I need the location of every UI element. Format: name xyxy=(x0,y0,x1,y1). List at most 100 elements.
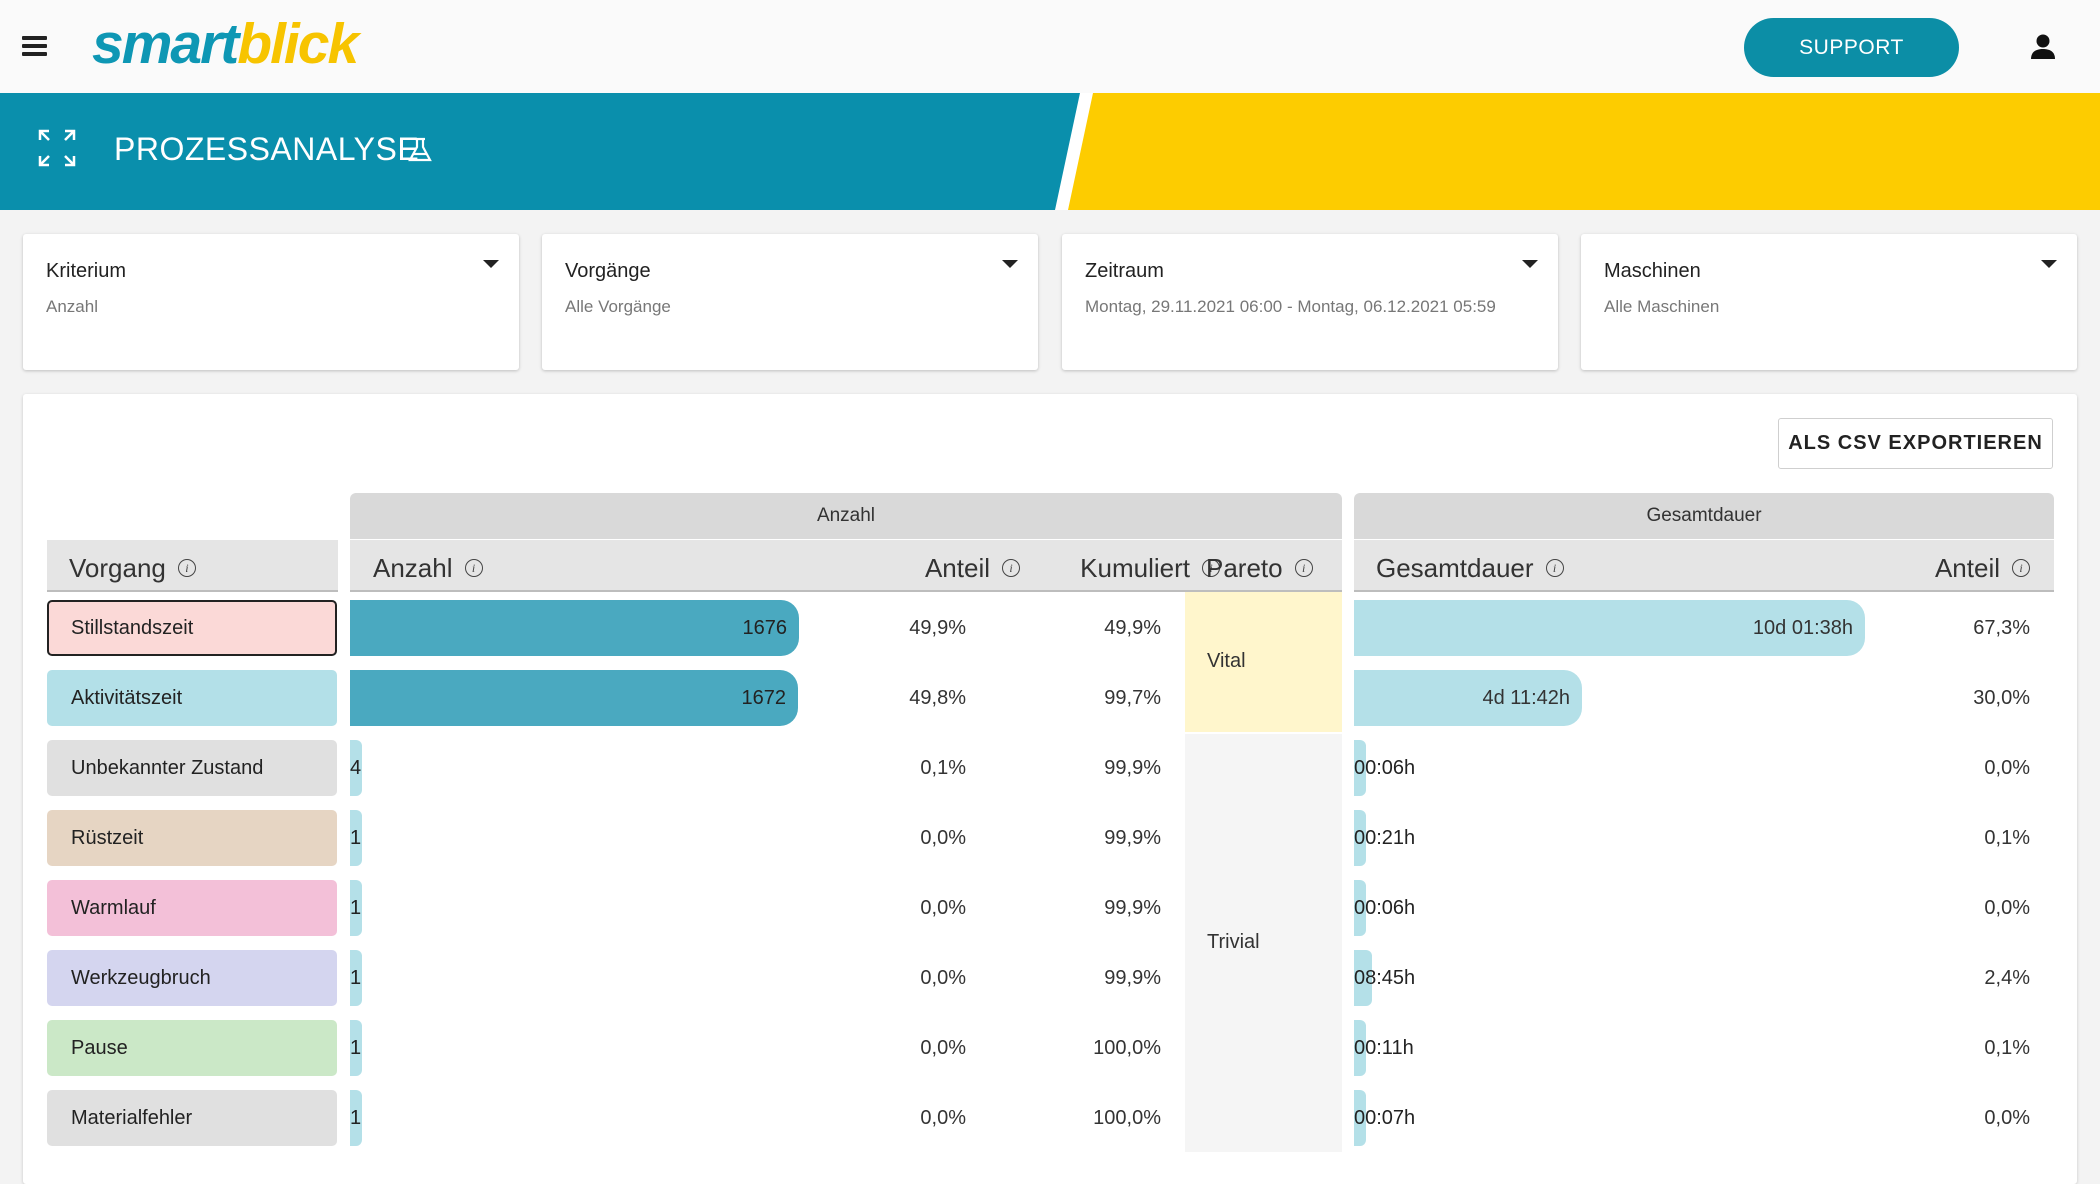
filter-label: Maschinen xyxy=(1604,260,1701,282)
cumulative-value: 99,9% xyxy=(1104,897,1161,919)
filter-vorgaenge[interactable]: Vorgänge Alle Vorgänge xyxy=(542,234,1038,370)
column-header-kumuliert[interactable]: Kumuliert i xyxy=(1000,540,1220,592)
share-value: 49,9% xyxy=(909,617,966,639)
table-row-vorgang[interactable]: Pause xyxy=(47,1020,337,1076)
column-header-label: Anteil xyxy=(924,553,990,584)
duration-share-value: 30,0% xyxy=(1973,687,2030,709)
export-csv-button[interactable]: ALS CSV EXPORTIEREN xyxy=(1778,418,2053,469)
info-icon[interactable]: i xyxy=(1002,559,1020,578)
duration-share-value: 0,0% xyxy=(1984,1107,2030,1129)
duration-value: 00:06h xyxy=(1354,897,1416,919)
flask-icon[interactable] xyxy=(408,137,432,163)
share-value: 0,0% xyxy=(920,1107,966,1129)
count-value: 1 xyxy=(350,1037,362,1059)
column-header-gesamtdauer[interactable]: Gesamtdauer i xyxy=(1376,540,1636,592)
column-header-label: Pareto xyxy=(1206,553,1283,584)
cumulative-value: 49,9% xyxy=(1104,617,1161,639)
top-bar: smartblick SUPPORT xyxy=(0,0,2100,93)
caret-down-icon xyxy=(1002,260,1018,268)
duration-share-value: 0,0% xyxy=(1984,757,2030,779)
logo[interactable]: smartblick xyxy=(92,12,359,76)
filter-kriterium[interactable]: Kriterium Anzahl xyxy=(23,234,519,370)
menu-icon[interactable] xyxy=(22,36,47,56)
share-value: 0,1% xyxy=(920,757,966,779)
support-button[interactable]: SUPPORT xyxy=(1744,18,1959,77)
user-icon[interactable] xyxy=(2028,32,2058,62)
count-value: 4 xyxy=(350,757,362,779)
column-header-pareto[interactable]: Pareto i xyxy=(1206,540,1346,592)
duration-bar xyxy=(1354,600,1865,656)
info-icon[interactable]: i xyxy=(1545,559,1564,578)
duration-bar xyxy=(1354,740,1366,796)
pareto-trivial-label: Trivial xyxy=(1207,931,1260,953)
info-icon[interactable]: i xyxy=(2012,559,2030,578)
filter-value: Alle Vorgänge xyxy=(565,297,671,316)
info-icon[interactable]: i xyxy=(1294,559,1313,578)
count-value: 1 xyxy=(350,897,362,919)
logo-part-smart: smart xyxy=(92,12,239,76)
duration-value: 4d 11:42h xyxy=(1482,687,1571,709)
count-bar xyxy=(350,950,362,1006)
column-header-anteil[interactable]: Anteil i xyxy=(840,540,1020,592)
column-header-label: Kumuliert xyxy=(1080,553,1190,584)
cumulative-value: 99,9% xyxy=(1104,827,1161,849)
count-value: 1 xyxy=(350,1107,362,1129)
cumulative-value: 100,0% xyxy=(1093,1107,1161,1129)
count-value: 1676 xyxy=(742,617,788,639)
duration-bar xyxy=(1354,810,1366,866)
count-value: 1 xyxy=(350,827,362,849)
duration-value: 00:11h xyxy=(1354,1037,1414,1059)
share-value: 0,0% xyxy=(920,967,966,989)
cumulative-value: 99,7% xyxy=(1104,687,1161,709)
filter-maschinen[interactable]: Maschinen Alle Maschinen xyxy=(1581,234,2077,370)
count-value: 1672 xyxy=(741,687,787,709)
count-bar xyxy=(350,1020,362,1076)
duration-share-value: 0,0% xyxy=(1984,897,2030,919)
info-icon[interactable]: i xyxy=(1202,559,1220,578)
count-bar xyxy=(350,740,362,796)
logo-part-blick: blick xyxy=(237,12,359,76)
share-value: 0,0% xyxy=(920,1037,966,1059)
count-bar xyxy=(350,810,362,866)
cumulative-value: 99,9% xyxy=(1104,757,1161,779)
duration-share-value: 0,1% xyxy=(1984,1037,2030,1059)
group-header-anzahl: Anzahl xyxy=(350,493,1342,539)
table-row-vorgang[interactable]: Unbekannter Zustand xyxy=(47,740,337,796)
filter-label: Zeitraum xyxy=(1085,260,1164,282)
page-title: PROZESSANALYSE xyxy=(114,131,420,167)
table-row-vorgang[interactable]: Rüstzeit xyxy=(47,810,337,866)
column-header-vorgang[interactable]: Vorgang i xyxy=(47,540,338,592)
duration-bar xyxy=(1354,880,1366,936)
table-row-vorgang[interactable]: Stillstandszeit xyxy=(47,600,337,656)
column-header-dauer-anteil[interactable]: Anteil i xyxy=(1840,540,2030,592)
column-header-label: Vorgang xyxy=(69,553,166,584)
column-header-anzahl[interactable]: Anzahl i xyxy=(373,540,573,592)
pareto-trivial-cell: Trivial xyxy=(1185,734,1342,1152)
filter-zeitraum[interactable]: Zeitraum Montag, 29.11.2021 06:00 - Mont… xyxy=(1062,234,1558,370)
share-value: 49,8% xyxy=(909,687,966,709)
duration-bar xyxy=(1354,1020,1366,1076)
column-header-row xyxy=(350,540,1342,592)
info-icon[interactable]: i xyxy=(177,559,196,578)
caret-down-icon xyxy=(2041,260,2057,268)
page-banner xyxy=(0,93,2100,210)
group-header-gesamtdauer: Gesamtdauer xyxy=(1354,493,2054,539)
column-header-label: Gesamtdauer xyxy=(1376,553,1534,584)
info-icon[interactable]: i xyxy=(464,559,483,578)
caret-down-icon xyxy=(1522,260,1538,268)
duration-bar xyxy=(1354,670,1582,726)
count-bar xyxy=(350,1090,362,1146)
fullscreen-icon[interactable] xyxy=(38,129,76,167)
count-bar xyxy=(350,600,799,656)
table-row-vorgang[interactable]: Aktivitätszeit xyxy=(47,670,337,726)
table-row-vorgang[interactable]: Werkzeugbruch xyxy=(47,950,337,1006)
filter-value: Montag, 29.11.2021 06:00 - Montag, 06.12… xyxy=(1085,297,1496,316)
filter-label: Vorgänge xyxy=(565,260,651,282)
table-row-vorgang[interactable]: Warmlauf xyxy=(47,880,337,936)
count-bar xyxy=(350,670,798,726)
filter-value: Alle Maschinen xyxy=(1604,297,1720,316)
duration-share-value: 2,4% xyxy=(1984,967,2030,989)
duration-value: 00:06h xyxy=(1354,757,1416,779)
table-row-vorgang[interactable]: Materialfehler xyxy=(47,1090,337,1146)
share-value: 0,0% xyxy=(920,897,966,919)
